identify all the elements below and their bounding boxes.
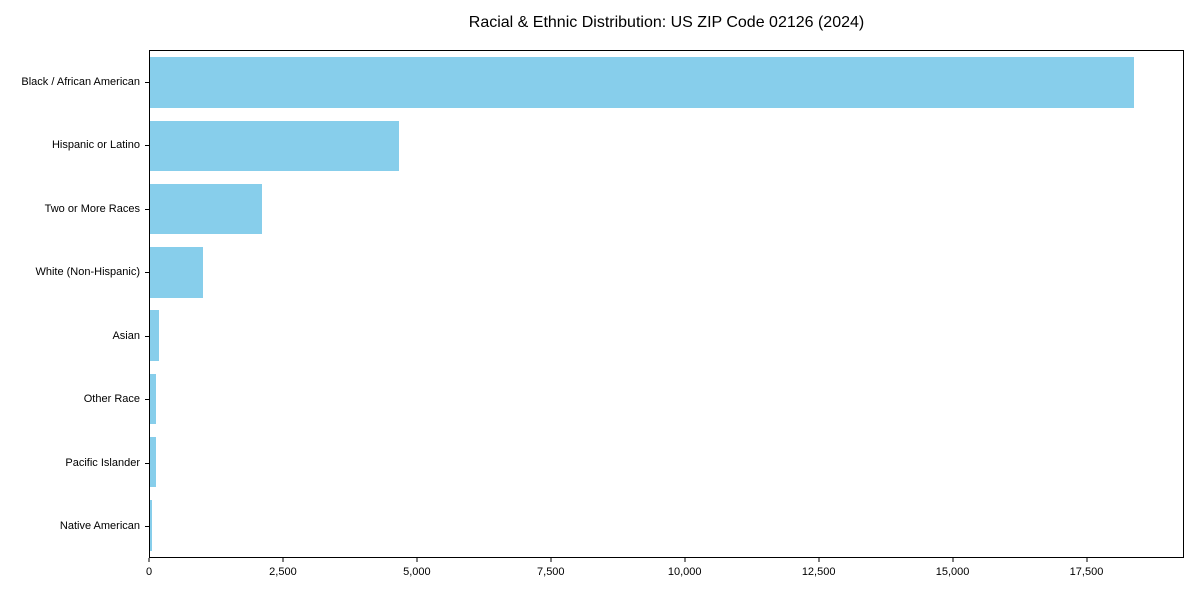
chart-title: Racial & Ethnic Distribution: US ZIP Cod…: [468, 14, 865, 31]
bar-native-american: [150, 500, 153, 551]
x-axis: 0 2,500 5,000 7,500 10,000 12,500 15,000 17,500: [145, 557, 1184, 592]
y-tick-label-black-african-american: Black / African American: [21, 75, 140, 88]
bar-other-race: [150, 373, 157, 425]
x-tick-mark: [952, 558, 954, 562]
x-tick-mark: [684, 558, 686, 562]
y-tick-label-white-non-hispanic: White (Non-Hispanic): [35, 266, 140, 279]
bar-asian: [150, 310, 160, 361]
bar-row-hispanic-or-latino: [150, 114, 1183, 177]
bar-row-other-race: [150, 367, 1183, 430]
y-tick-label-other-race: Other Race: [83, 393, 140, 406]
x-tick-label-0: 0: [145, 566, 153, 578]
x-tick-mark: [148, 558, 150, 562]
y-axis-labels: Black / African American Hispanic or Lati…: [0, 50, 149, 558]
x-tick-label-15000: 15,000: [935, 566, 970, 578]
y-label-row-native-american: Native American: [0, 495, 149, 559]
x-tick-mark: [550, 558, 552, 562]
y-tick-label-pacific-islander: Pacific Islander: [65, 456, 140, 469]
x-tick-label-17500: 17,500: [1069, 566, 1104, 578]
bar-hispanic-or-latino: [150, 120, 399, 172]
x-tick-label-5000: 5,000: [403, 566, 431, 578]
y-label-row-asian: Asian: [0, 304, 149, 368]
y-tick-mark: [145, 335, 149, 337]
bar-row-pacific-islander: [150, 431, 1183, 494]
x-tick-label-7500: 7,500: [537, 566, 565, 578]
y-tick-label-native-american: Native American: [59, 520, 140, 533]
y-tick-label-hispanic-or-latino: Hispanic or Latino: [51, 139, 140, 152]
y-label-row-white-non-hispanic: White (Non-Hispanic): [0, 241, 149, 305]
bar-row-black-african-american: [150, 51, 1183, 114]
y-tick-label-two-or-more-races: Two or More Races: [44, 202, 140, 215]
x-tick-mark: [818, 558, 820, 562]
y-tick-label-asian: Asian: [112, 329, 140, 342]
bar-black-african-american: [150, 57, 1134, 108]
x-tick-mark: [282, 558, 284, 562]
y-label-row-hispanic-or-latino: Hispanic or Latino: [0, 114, 149, 178]
x-tick-label-2500: 2,500: [269, 566, 297, 578]
bar-pacific-islander: [150, 436, 156, 488]
bar-row-asian: [150, 304, 1183, 367]
x-tick-label-12500: 12,500: [801, 566, 836, 578]
y-label-row-pacific-islander: Pacific Islander: [0, 431, 149, 495]
bars-container: [150, 51, 1183, 557]
bar-row-native-american: [150, 494, 1183, 557]
bar-row-two-or-more-races: [150, 178, 1183, 241]
plot-area: [149, 50, 1184, 558]
y-tick-mark: [145, 81, 149, 83]
bar-row-white-non-hispanic: [150, 241, 1183, 304]
y-tick-mark: [145, 145, 149, 147]
x-tick-mark: [416, 558, 418, 562]
y-label-row-two-or-more-races: Two or More Races: [0, 177, 149, 241]
y-tick-mark: [145, 462, 149, 464]
y-tick-mark: [145, 272, 149, 274]
y-label-row-black-african-american: Black / African American: [0, 50, 149, 114]
y-tick-mark: [145, 399, 149, 401]
y-label-row-other-race: Other Race: [0, 368, 149, 432]
y-tick-mark: [145, 208, 149, 210]
x-tick-mark: [1086, 558, 1087, 562]
bar-two-or-more-races: [150, 183, 263, 235]
y-tick-mark: [145, 526, 149, 528]
x-tick-label-10000: 10,000: [667, 566, 702, 578]
bar-white-non-hispanic: [150, 247, 203, 298]
